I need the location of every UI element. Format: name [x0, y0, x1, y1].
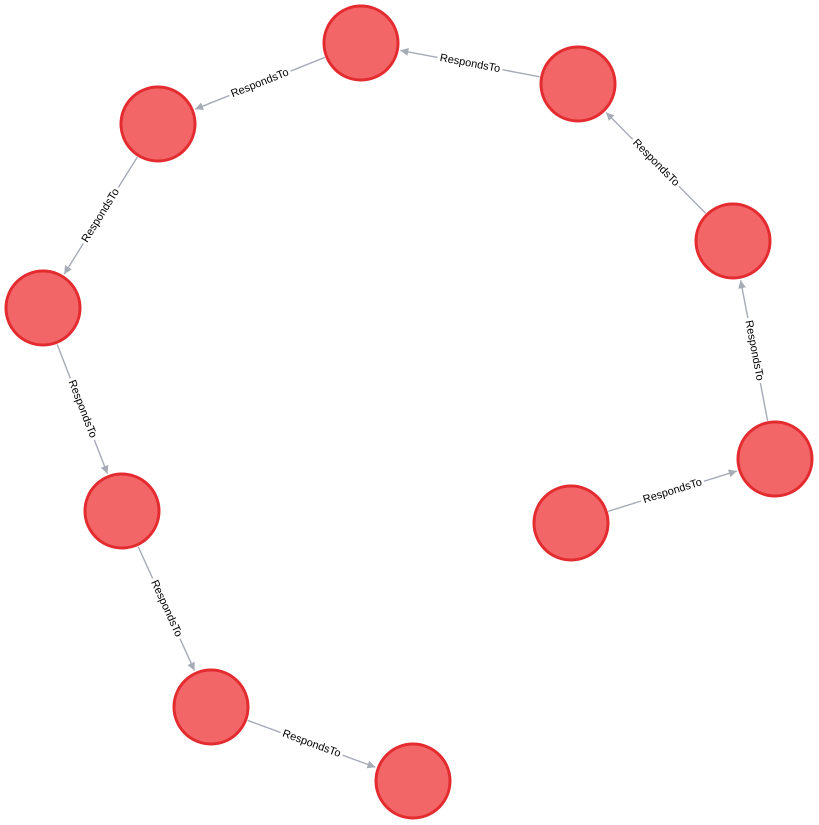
graph-edge[interactable]: RespondsTo: [56, 344, 109, 474]
edge-label: RespondsTo: [630, 137, 682, 189]
edge-label-background: [77, 183, 125, 248]
graph-node-n2[interactable]: [736, 420, 814, 498]
edge-label: RespondsTo: [439, 52, 501, 75]
edge-label-background: [638, 474, 707, 508]
graph-node-n3[interactable]: [694, 202, 772, 280]
edge-label-group: RespondsTo: [278, 725, 345, 762]
edge-label-background: [627, 134, 685, 192]
edge-label: RespondsTo: [79, 186, 122, 244]
edge-label: RespondsTo: [281, 728, 343, 760]
graph-edge[interactable]: RespondsTo: [608, 469, 738, 512]
edge-label-background: [278, 725, 345, 762]
edge-label-background: [740, 316, 768, 385]
edge-label-group: RespondsTo: [77, 183, 125, 248]
edge-label-group: RespondsTo: [436, 50, 504, 77]
edge-label-background: [146, 575, 187, 642]
edge-label-background: [63, 375, 101, 443]
graph-node-n4[interactable]: [539, 45, 617, 123]
graph-edge[interactable]: RespondsTo: [738, 280, 769, 421]
graph-edge[interactable]: RespondsTo: [605, 111, 707, 214]
edge-label-group: RespondsTo: [740, 316, 768, 385]
graph-edge[interactable]: RespondsTo: [247, 719, 376, 769]
edge-label-group: RespondsTo: [627, 134, 685, 192]
nodes-layer: [4, 4, 814, 820]
edge-label: RespondsTo: [742, 319, 765, 381]
edge-label-group: RespondsTo: [638, 474, 707, 508]
graph-node-n8[interactable]: [83, 472, 161, 550]
graph-node-n5[interactable]: [322, 4, 400, 82]
graph-edge[interactable]: RespondsTo: [400, 47, 540, 78]
edge-label: RespondsTo: [66, 378, 99, 439]
graph-node-n10[interactable]: [374, 742, 452, 820]
graph-node-n9[interactable]: [172, 668, 250, 746]
graph-node-n6[interactable]: [119, 85, 197, 163]
edge-label: RespondsTo: [229, 66, 290, 100]
graph-edge[interactable]: RespondsTo: [63, 156, 138, 275]
edge-label-background: [226, 64, 294, 103]
edge-label: RespondsTo: [148, 578, 184, 639]
graph-edge[interactable]: RespondsTo: [194, 56, 326, 110]
graph-edge[interactable]: RespondsTo: [137, 546, 196, 671]
graph-node-n7[interactable]: [4, 269, 82, 347]
edge-label-group: RespondsTo: [146, 575, 187, 642]
edge-label-group: RespondsTo: [226, 64, 294, 103]
graph-node-n1[interactable]: [532, 484, 610, 562]
edge-label-group: RespondsTo: [63, 375, 101, 443]
edge-label-background: [436, 50, 504, 77]
